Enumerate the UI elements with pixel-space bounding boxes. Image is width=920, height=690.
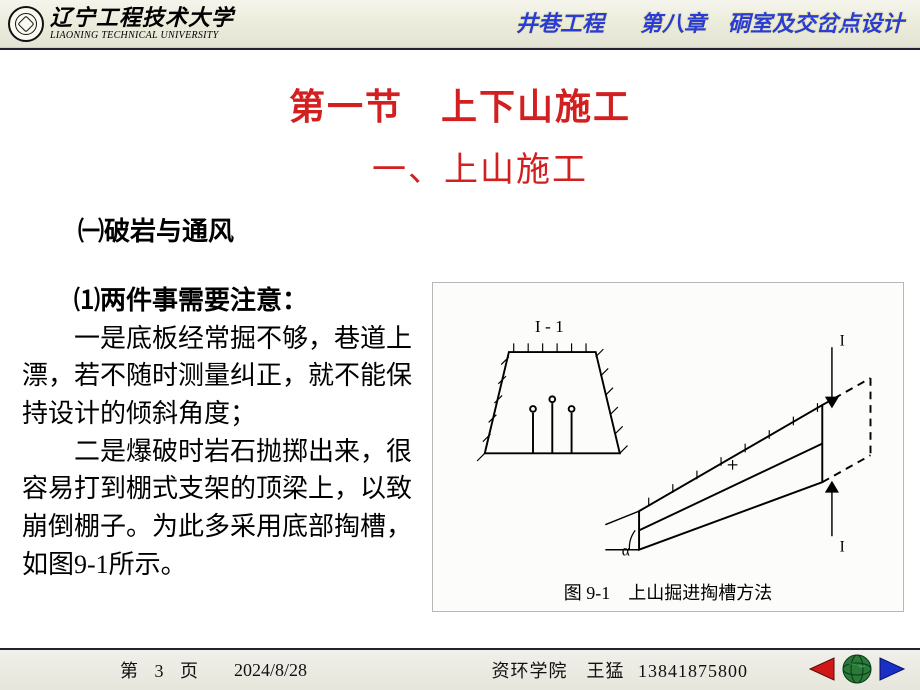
slide-footer: 第 3 页 2024/8/28 资环学院 王猛 13841875800 (0, 648, 920, 690)
slide-header: 辽宁工程技术大学 LIAONING TECHNICAL UNIVERSITY 井… (0, 0, 920, 48)
dept-author: 资环学院 王猛 (492, 661, 625, 681)
chapter-name: 第八章 硐室及交岔点设计 (640, 6, 904, 38)
topic-heading: ㈠破岩与通风 (78, 211, 904, 248)
subsection-title: 一、上山施工 (16, 142, 904, 191)
section-title: 第一节 上下山施工 (16, 78, 904, 130)
figure-caption: 图 9-1 上山掘进掏槽方法 (433, 579, 903, 605)
next-slide-icon[interactable] (876, 654, 910, 684)
university-name-cn: 辽宁工程技术大学 (50, 6, 234, 30)
footer-date: 2024/8/28 (234, 660, 307, 681)
footer-author: 资环学院 王猛 13841875800 (492, 657, 749, 683)
paragraph-2: 二是爆破时岩石抛掷出来，很容易打到棚式支架的顶梁上，以致崩倒棚子。为此多采用底部… (22, 433, 416, 584)
body-text: ⑴两件事需要注意： 一是底板经常掘不够，巷道上漂，若不随时测量纠正，就不能保持设… (16, 282, 416, 584)
page-number: 3 (155, 661, 164, 681)
university-name-en: LIAONING TECHNICAL UNIVERSITY (50, 30, 234, 41)
author-phone: 13841875800 (638, 661, 748, 681)
globe-home-icon[interactable] (840, 652, 874, 686)
university-name: 辽宁工程技术大学 LIAONING TECHNICAL UNIVERSITY (50, 6, 234, 41)
section-mark-bottom: I (840, 539, 845, 556)
section-label: I - 1 (535, 317, 564, 336)
paragraph-1: 一是底板经常掘不够，巷道上漂，若不随时测量纠正，就不能保持设计的倾斜角度； (22, 320, 416, 433)
prev-slide-icon[interactable] (804, 654, 838, 684)
page-suffix: 页 (180, 661, 198, 681)
list-lead: ⑴两件事需要注意： (74, 285, 308, 315)
page-indicator: 第 3 页 (120, 657, 198, 683)
university-seal-icon (8, 6, 44, 42)
diagram-svg: I - 1 (443, 299, 893, 569)
section-mark-top: I (840, 332, 845, 349)
university-logo-block: 辽宁工程技术大学 LIAONING TECHNICAL UNIVERSITY (8, 6, 234, 42)
slide-content: 第一节 上下山施工 一、上山施工 ㈠破岩与通风 ⑴两件事需要注意： 一是底板经常… (0, 50, 920, 638)
header-titles: 井巷工程 第八章 硐室及交岔点设计 (516, 6, 904, 38)
course-name: 井巷工程 (516, 6, 604, 38)
nav-icons (804, 652, 910, 686)
figure-9-1: I - 1 (432, 282, 904, 612)
page-prefix: 第 (120, 661, 138, 681)
angle-alpha: α (622, 543, 630, 560)
